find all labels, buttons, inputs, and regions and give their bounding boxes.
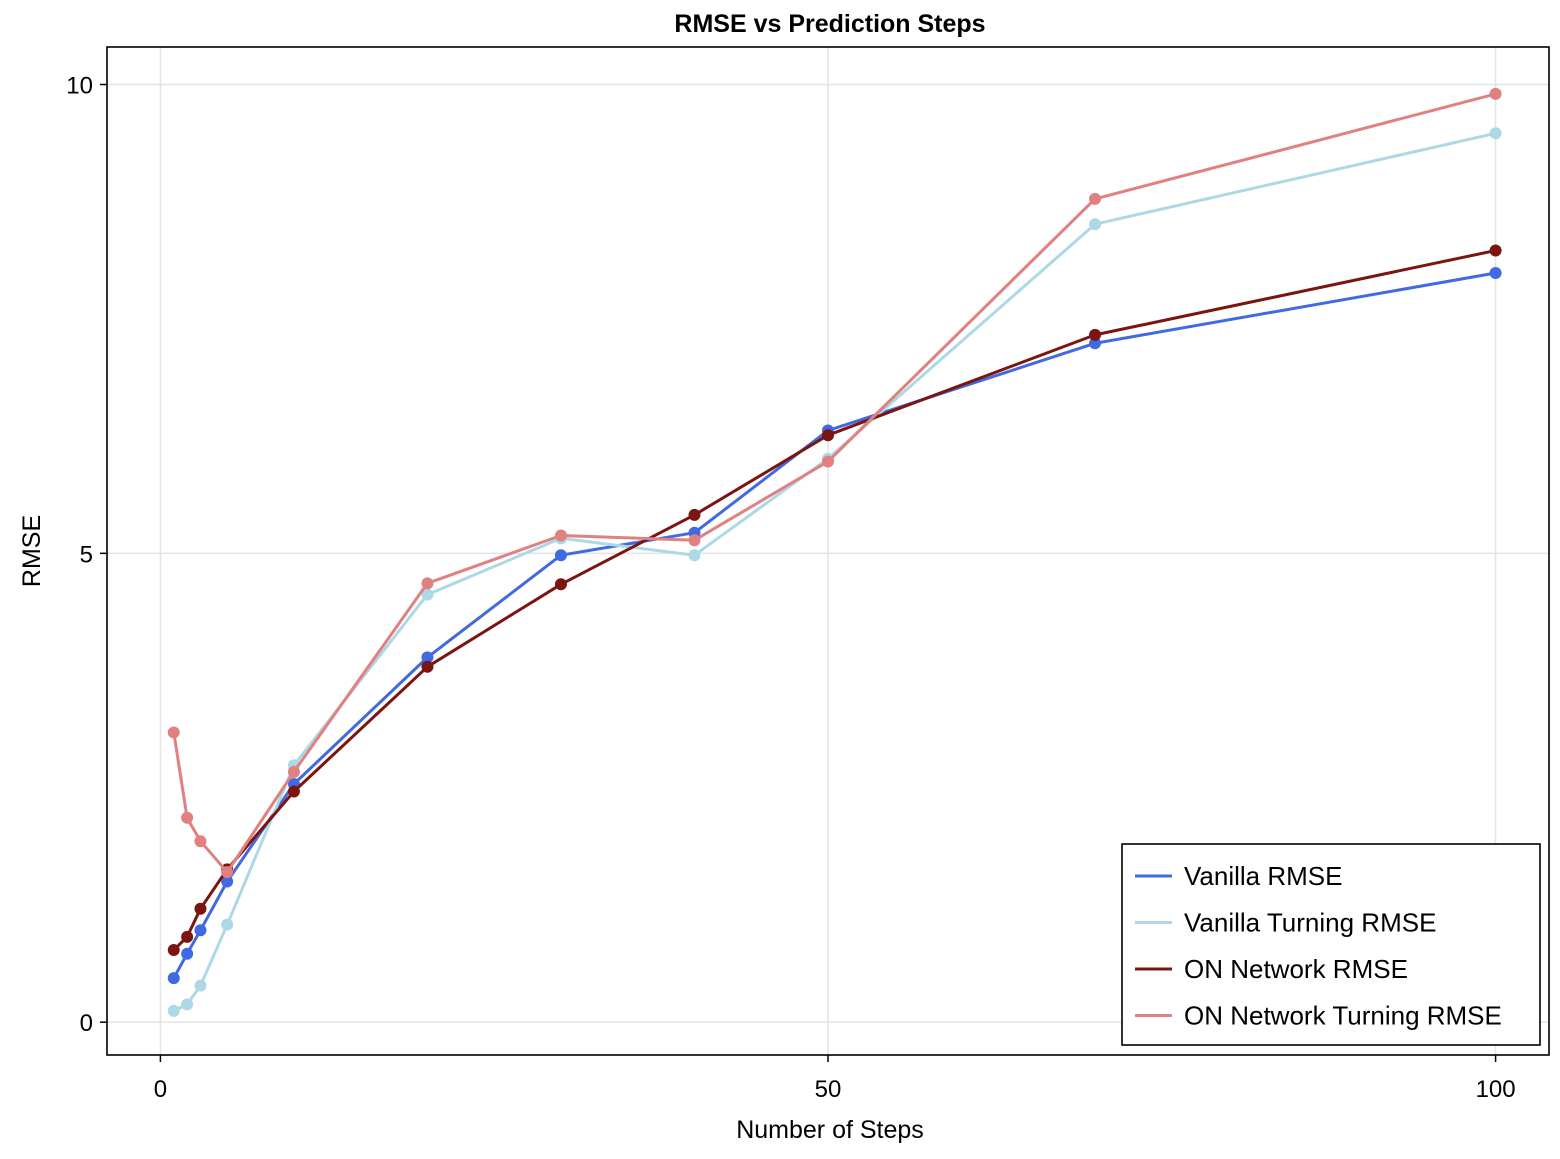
data-point [194,902,207,915]
data-point [167,943,180,956]
data-point [181,947,194,960]
data-point [822,429,834,442]
legend-label: ON Network RMSE [1184,954,1408,984]
data-point [221,918,234,931]
legend-label: ON Network Turning RMSE [1184,1001,1502,1031]
data-point [181,998,194,1011]
data-point [822,455,834,468]
x-axis-label: Number of Steps [736,1116,924,1144]
x-tick-label: 0 [154,1076,167,1103]
data-point [1489,127,1502,140]
data-point [1489,87,1502,100]
data-point [167,726,180,739]
data-point [421,588,434,601]
data-point [421,651,434,664]
data-point [421,660,434,673]
data-point [181,930,194,943]
series-4 [167,87,1502,879]
data-point [194,924,207,937]
x-tick-label: 50 [815,1076,842,1103]
data-point [1089,192,1102,205]
data-point [554,578,567,591]
legend-label: Vanilla Turning RMSE [1184,908,1436,938]
legend: Vanilla RMSE Vanilla Turning RMSE ON Netwo… [1121,843,1541,1046]
data-point [688,508,701,521]
data-point [554,529,567,542]
data-point [167,1004,180,1017]
data-point [1089,328,1102,341]
y-tick-label: 0 [80,1010,93,1037]
ticks: 0 50 100 0 5 10 [66,73,1515,1103]
chart-title: RMSE vs Prediction Steps [674,10,985,38]
data-point [167,972,180,985]
legend-box [1121,843,1541,1046]
data-point [194,979,207,992]
data-point [221,875,234,888]
data-point [221,866,234,879]
data-point [1489,244,1502,257]
data-point [287,785,300,798]
data-point [421,577,434,590]
y-axis-label: RMSE [18,515,46,587]
data-point [1089,337,1102,350]
y-tick-label: 5 [80,541,93,568]
data-point [1089,218,1102,231]
grid [107,47,1549,1055]
data-point [181,811,194,824]
legend-label: Vanilla RMSE [1184,861,1342,891]
data-point [194,835,207,848]
x-tick-label: 100 [1476,1076,1516,1103]
data-point [688,534,701,547]
data-point [287,765,300,778]
y-tick-label: 10 [66,73,93,100]
data-point [688,549,701,562]
data-point [1489,266,1502,279]
data-point [554,549,567,562]
series-layer [167,87,1502,1017]
